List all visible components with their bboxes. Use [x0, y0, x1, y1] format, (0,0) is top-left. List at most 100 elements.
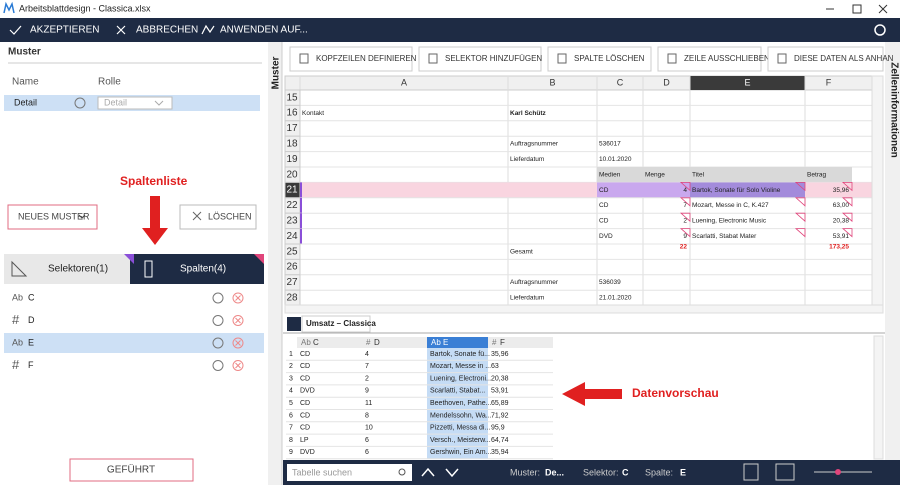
new-pattern-button[interactable] [7, 204, 98, 230]
preview-cell: CD [300, 400, 310, 407]
remove-icon[interactable] [232, 360, 244, 371]
sheet-toolbar-button[interactable] [767, 46, 884, 72]
preview-cell: 7 [289, 425, 293, 432]
fit-button[interactable] [775, 463, 795, 481]
cell: Mozart, Messe in C, K.427 [692, 202, 769, 209]
selected-cell [597, 182, 690, 198]
preview-cell: Pizzetti, Messa di... [430, 425, 490, 432]
selected-cell [690, 182, 805, 198]
cell: Karl Schütz [510, 110, 547, 117]
button-label: NEUES MUSTER [18, 211, 90, 221]
column-type: # [492, 338, 497, 347]
column-name[interactable]: E [28, 337, 34, 347]
side-strip [885, 42, 900, 485]
preview-cell: DVD [300, 388, 315, 395]
column-name[interactable]: F [28, 360, 34, 370]
column-name: E [443, 338, 448, 347]
toolbar-icon [116, 25, 126, 35]
cell: Scarlatti, Stabat Mater [692, 233, 757, 240]
side-tab[interactable]: Muster [271, 57, 282, 90]
toolbar-button[interactable]: AKZEPTIEREN [30, 25, 99, 36]
delete-button[interactable] [179, 204, 257, 230]
toolbar [0, 18, 900, 42]
preview-cell: 71,92 [491, 412, 509, 419]
record-marker [300, 182, 302, 198]
column-type: Ab [12, 292, 23, 302]
cell: 22 [680, 244, 688, 251]
guided-button[interactable] [69, 458, 194, 482]
button-label: SPALTE LÖSCHEN [574, 54, 645, 63]
role-dropdown[interactable] [97, 96, 173, 110]
remove-icon[interactable] [232, 337, 244, 349]
window-title: Arbeitsblattdesign - Classica.xlsx [19, 3, 151, 13]
sheet-toolbar-button[interactable] [418, 46, 542, 72]
search-box[interactable] [287, 464, 412, 481]
preview-cell: Mozart, Messe in ... [430, 363, 491, 370]
edit-icon[interactable] [212, 360, 224, 371]
sheet-toolbar-button[interactable] [547, 46, 652, 72]
cell: 10.01.2020 [599, 156, 632, 163]
preview-cell: CD [300, 412, 310, 419]
preview-cell: CD [300, 351, 310, 358]
remove-icon[interactable] [232, 315, 244, 326]
row-number: 23 [286, 216, 298, 227]
button-icon [299, 53, 309, 64]
cell: Menge [645, 171, 665, 178]
preview-cell: 11 [365, 400, 372, 407]
preview-cell: 65,89 [491, 400, 509, 407]
sheet-toolbar-button[interactable] [657, 46, 762, 72]
column-name[interactable]: D [28, 315, 35, 325]
edit-icon[interactable] [212, 292, 224, 304]
remove-icon[interactable] [232, 292, 244, 304]
edit-icon[interactable] [74, 97, 86, 109]
settings-button[interactable] [874, 24, 886, 36]
close-button[interactable] [878, 4, 888, 14]
preview-header [297, 337, 362, 348]
status-value: C [622, 467, 629, 477]
preview-cell: CD [300, 363, 310, 370]
button-icon [428, 53, 438, 64]
tab[interactable] [4, 254, 130, 284]
cell-marker [841, 182, 853, 192]
edit-icon[interactable] [212, 337, 224, 349]
cell: Gesamt [510, 248, 533, 255]
record-marker [300, 213, 302, 229]
excel-button[interactable] [743, 463, 759, 481]
column-name[interactable]: C [28, 292, 35, 302]
sheet-tab-icon [287, 317, 301, 331]
toolbar-icon [201, 24, 215, 35]
cell: Auftragsnummer [510, 141, 559, 148]
sheet-tab[interactable] [301, 315, 371, 333]
zoom-thumb[interactable] [835, 469, 841, 475]
preview-cell: Versch., Meisterw... [430, 437, 491, 444]
maximize-button[interactable] [852, 4, 862, 14]
preview-cell: 3 [289, 375, 293, 382]
header-cells [597, 167, 852, 183]
side-tab[interactable]: Zelleninformationen [888, 62, 899, 158]
cell: Titel [692, 171, 705, 178]
nav-down[interactable] [445, 468, 459, 478]
panel-title: Muster [8, 47, 41, 58]
sheet-toolbar-button[interactable] [289, 46, 413, 72]
column-name: C [313, 338, 319, 347]
edit-icon[interactable] [212, 315, 224, 326]
annotation-arrow [142, 196, 168, 245]
button-icon [667, 53, 677, 64]
cell-marker [841, 212, 853, 223]
preview-cell: 2 [365, 375, 369, 382]
tab-marker [254, 254, 264, 264]
preview-cell: 9 [289, 449, 293, 456]
toolbar-button[interactable]: ANWENDEN AUF... [220, 25, 308, 36]
toolbar-button[interactable]: ABBRECHEN [136, 25, 198, 36]
preview-cell: 64,74 [491, 437, 509, 444]
row-number: 16 [286, 108, 298, 119]
preview-cell: LP [300, 437, 309, 444]
app-icon [3, 1, 15, 14]
status-label: Spalte: [645, 467, 673, 477]
tab-marker [124, 254, 134, 264]
dropdown-arrow [78, 214, 86, 219]
remove-icon [235, 317, 241, 324]
nav-up[interactable] [421, 467, 435, 477]
cell: CD [599, 187, 609, 194]
